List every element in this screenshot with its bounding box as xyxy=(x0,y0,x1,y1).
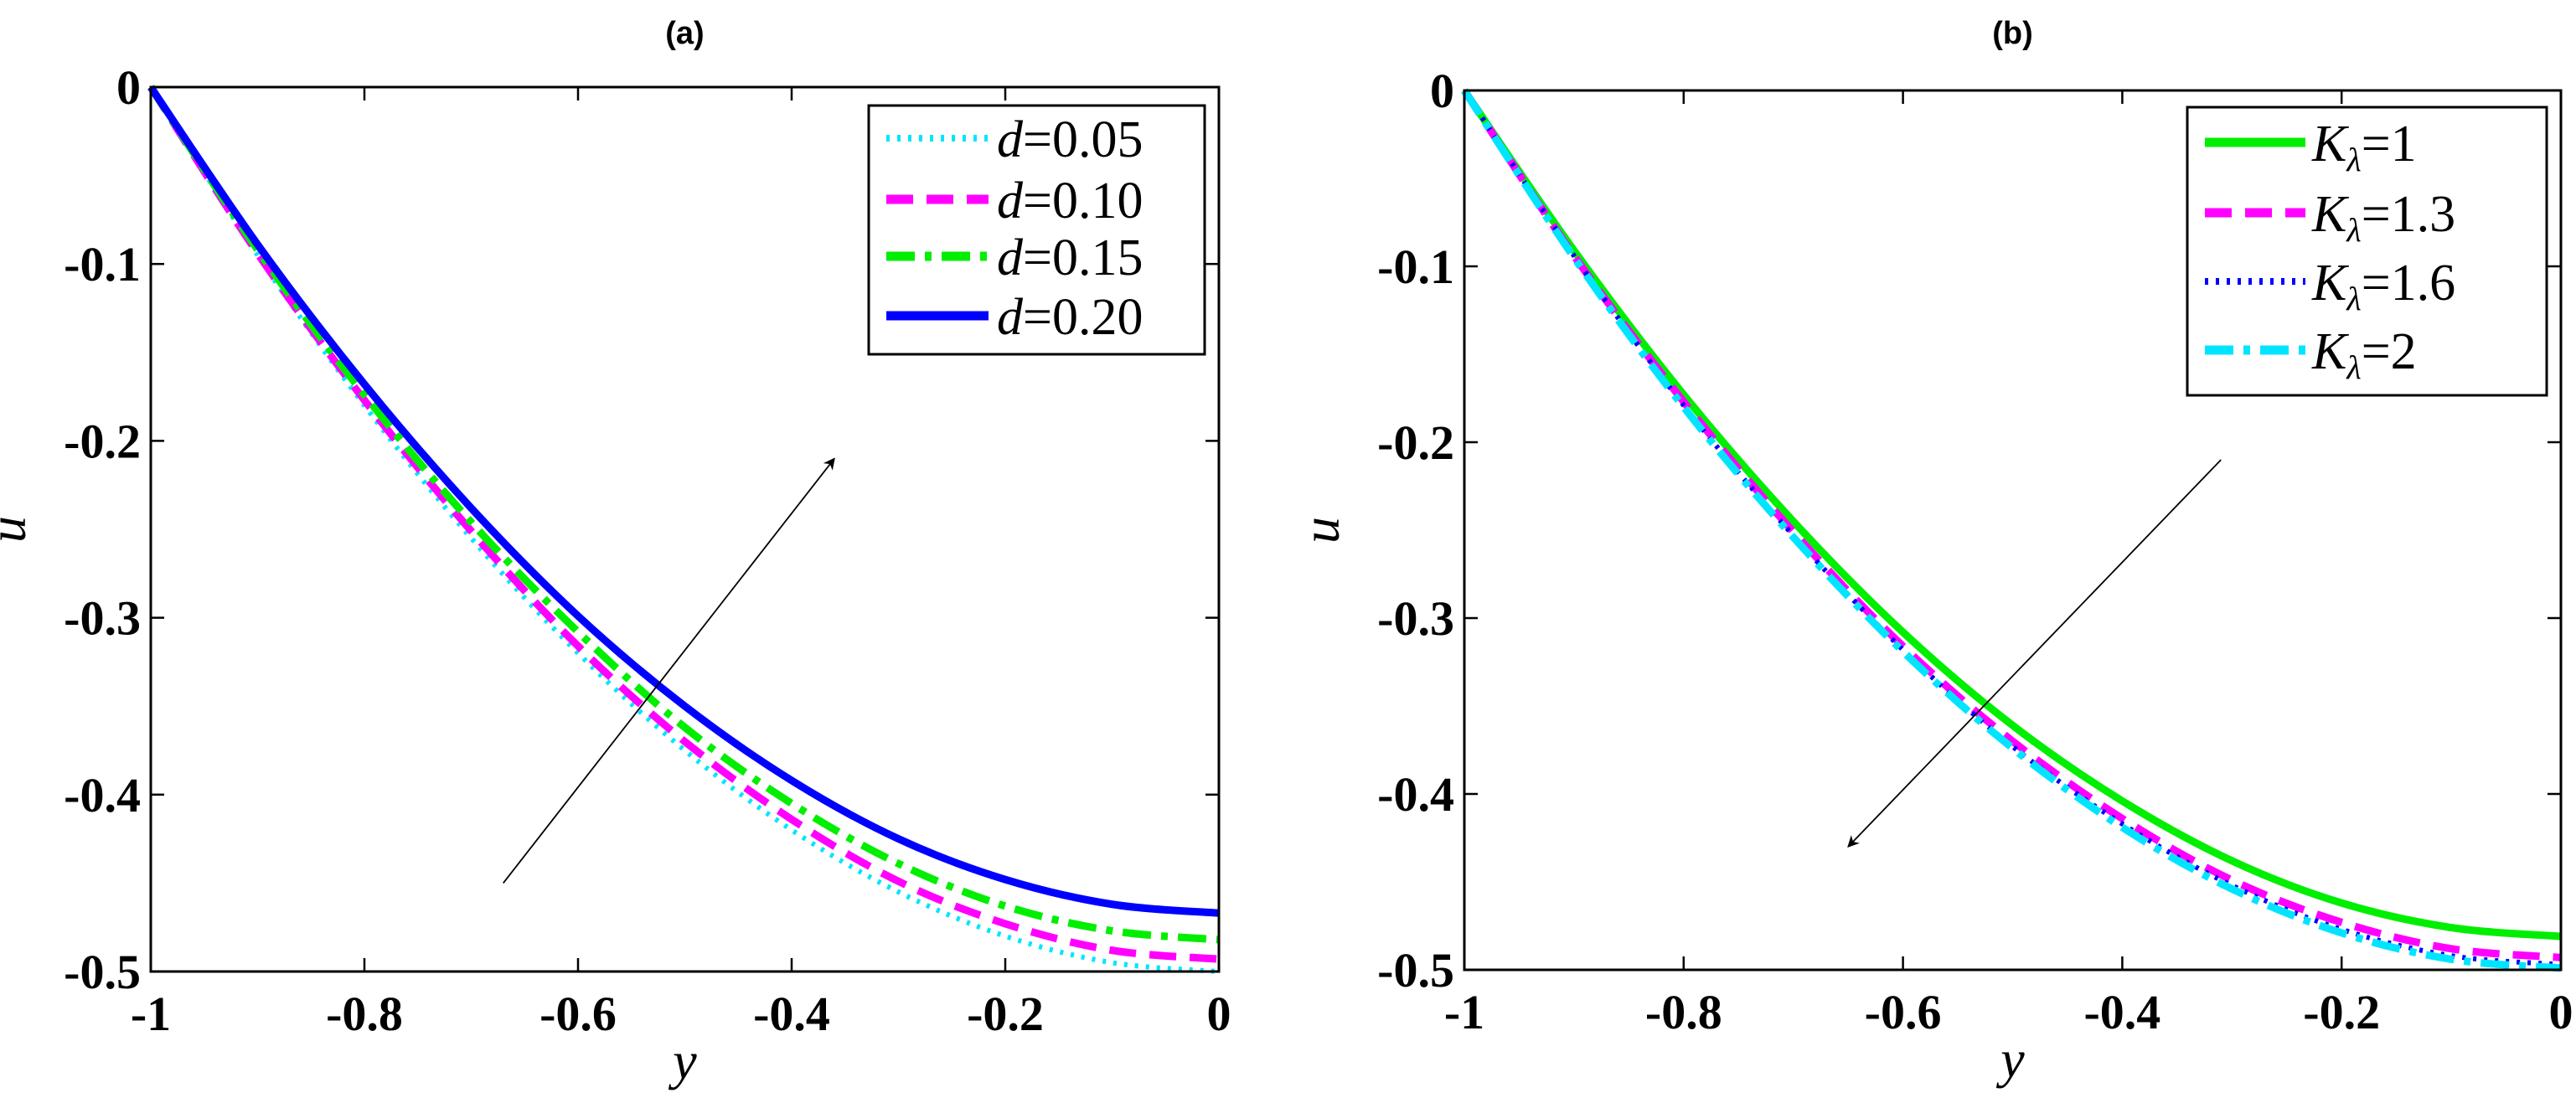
trend-arrow xyxy=(503,457,835,884)
legend-label-1: d=0.10 xyxy=(997,173,1143,229)
y-tick-label: -0.3 xyxy=(1377,591,1454,646)
x-axis-label: y xyxy=(1995,1029,2025,1089)
legend-symbol: K xyxy=(2311,323,2350,380)
legend-symbol: d xyxy=(997,111,1024,168)
y-tick-label: -0.5 xyxy=(64,945,141,999)
legend-value: =2 xyxy=(2362,323,2417,380)
x-axis-label: y xyxy=(668,1031,697,1090)
series-line-2 xyxy=(1462,89,2562,967)
y-tick-label: 0 xyxy=(1430,64,1454,118)
series-line-3 xyxy=(147,85,1220,917)
legend-subscript: λ xyxy=(2346,348,2361,386)
x-tick-label: -1 xyxy=(1444,985,1484,1039)
legend-symbol: d xyxy=(997,229,1024,286)
x-tick-label: 0 xyxy=(1207,987,1231,1041)
legend-label-2: Kλ=1.6 xyxy=(2311,255,2455,317)
legend-label-1: Kλ=1.3 xyxy=(2311,186,2455,249)
y-tick-label: -0.1 xyxy=(64,237,141,291)
axes-box xyxy=(149,85,1221,973)
legend: d=0.05d=0.10d=0.15d=0.20 xyxy=(867,104,1206,356)
chart-title: (a) xyxy=(665,16,704,51)
legend: Kλ=1Kλ=1.3Kλ=1.6Kλ=2 xyxy=(2186,106,2548,397)
legend-symbol: K xyxy=(2311,186,2350,243)
legend-value: =0.05 xyxy=(1023,111,1143,168)
y-tick-label: 0 xyxy=(116,60,141,115)
legend-symbol: K xyxy=(2311,255,2350,312)
legend-label-2: d=0.15 xyxy=(997,229,1143,286)
y-tick-label: -0.2 xyxy=(64,414,141,468)
y-tick-label: -0.2 xyxy=(1377,415,1454,470)
x-tick-label: 0 xyxy=(2549,985,2573,1039)
legend-symbol: d xyxy=(997,173,1024,229)
y-tick-label: -0.3 xyxy=(64,591,141,646)
series-line-2 xyxy=(147,85,1220,944)
panel-a: (a) -1 -0.8 -0.6 -0.4 -0.2 0 0 -0.1 -0.2 -0.3 -0.4 -… xyxy=(0,16,1231,1090)
x-tick-label: -0.8 xyxy=(1645,985,1722,1039)
y-axis-label: u xyxy=(0,516,37,543)
legend-label-3: d=0.20 xyxy=(997,289,1143,346)
x-tick-label: -1 xyxy=(131,987,171,1041)
legend-subscript: λ xyxy=(2346,141,2361,178)
legend-label-3: Kλ=2 xyxy=(2311,323,2417,386)
legend-value: =1 xyxy=(2362,116,2417,173)
series-group xyxy=(147,85,1220,974)
legend-value: =1.3 xyxy=(2362,186,2455,243)
series-line-0 xyxy=(1461,88,2562,941)
chart-title: (b) xyxy=(1992,16,2033,51)
legend-value: =0.10 xyxy=(1023,173,1143,229)
legend-value: =0.20 xyxy=(1023,289,1143,346)
legend-subscript: λ xyxy=(2346,280,2361,317)
x-tick-label: -0.4 xyxy=(753,987,830,1041)
x-tick-label: -0.2 xyxy=(2303,985,2380,1039)
x-tick-label: -0.2 xyxy=(967,987,1044,1041)
legend-label-0: d=0.05 xyxy=(997,111,1143,168)
legend-label-0: Kλ=1 xyxy=(2311,116,2417,178)
x-tick-label: -0.6 xyxy=(1865,985,1942,1039)
series-group xyxy=(1461,88,2562,972)
trend-arrow xyxy=(1847,459,2222,848)
axes-box xyxy=(1463,89,2563,972)
series-line-3 xyxy=(1461,88,2562,972)
legend-value: =0.15 xyxy=(1023,229,1143,286)
legend-value: =1.6 xyxy=(2362,255,2455,312)
x-tick-label: -0.6 xyxy=(539,987,617,1041)
legend-symbol: d xyxy=(997,289,1024,346)
x-tick-label: -0.8 xyxy=(326,987,403,1041)
y-tick-label: -0.1 xyxy=(1377,240,1454,294)
panel-b: (b) -1 -0.8 -0.6 -0.4 -0.2 0 0 -0.1 -0.2 -0.3 -0.4 -… xyxy=(1291,16,2573,1089)
y-tick-label: -0.5 xyxy=(1377,943,1454,997)
legend-symbol: K xyxy=(2311,116,2350,173)
legend-subscript: λ xyxy=(2346,211,2361,249)
y-tick-label: -0.4 xyxy=(64,768,141,822)
x-tick-label: -0.4 xyxy=(2083,985,2160,1039)
y-axis-label: u xyxy=(1291,517,1350,544)
y-tick-label: -0.4 xyxy=(1377,767,1454,822)
